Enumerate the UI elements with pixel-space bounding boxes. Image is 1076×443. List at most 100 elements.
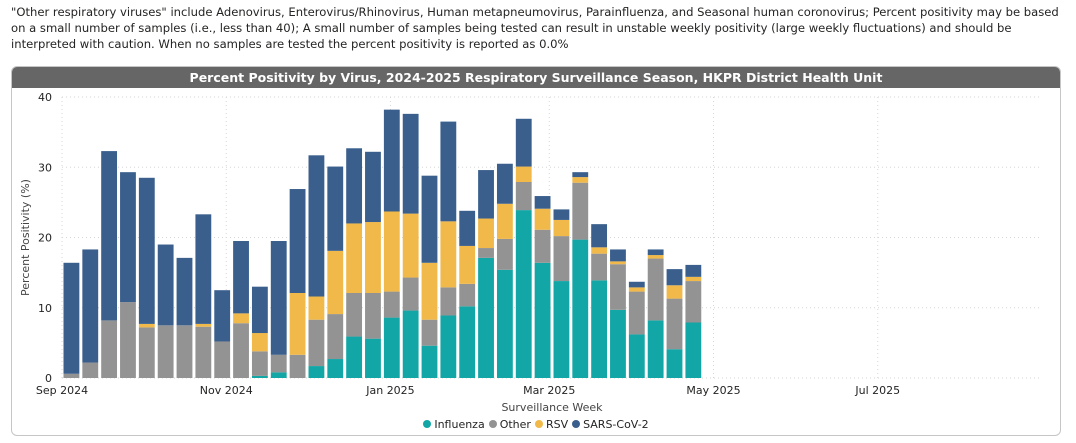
bar-sars-cov-2 [421,175,438,263]
bar-other [346,293,363,337]
bar-rsv [308,296,325,320]
bar-rsv [515,166,532,182]
bar-influenza [591,280,608,378]
legend-item-influenza[interactable]: Influenza [423,418,485,431]
bar-sars-cov-2 [176,257,193,326]
stacked-bar-chart: 0 10 20 30 40 Sep 2024 Nov 2024 Jan 2025 Mar 202… [19,91,1042,414]
bar-rsv [496,203,513,239]
bar-sars-cov-2 [685,264,702,277]
bar-other [214,341,231,378]
bar-other [365,293,381,339]
bar-other [459,283,476,307]
bar-other [233,323,249,378]
bar-other [402,277,419,311]
bar-influenza [572,239,589,378]
bar-other [270,354,287,373]
legend-marker [534,420,543,428]
bar-rsv [591,247,608,254]
legend-item-other[interactable]: Other [488,418,531,431]
legend-marker [488,420,497,428]
bar-rsv [440,221,457,288]
bar-sars-cov-2 [647,249,664,256]
bar-other [82,362,99,378]
bar-sars-cov-2 [402,113,419,214]
bar-rsv [289,293,306,355]
bar-sars-cov-2 [610,249,626,262]
legend-label: Influenza [434,418,485,431]
legend-marker [423,420,432,428]
x-tick-label: Jan 2025 [365,384,414,397]
bar-sars-cov-2 [496,163,513,204]
bar-sars-cov-2 [101,151,118,321]
bar-sars-cov-2 [289,189,306,293]
y-tick-label: 0 [45,372,52,385]
bar-rsv [327,250,344,315]
bar-other [553,236,570,282]
bar-rsv [666,285,683,299]
bar-rsv [195,323,212,327]
y-axis-title: Percent Positivity (%) [19,179,32,296]
bar-influenza [610,309,626,378]
chart-title: Percent Positivity by Virus, 2024-2025 R… [12,67,1060,88]
bar-influenza [478,257,494,378]
bar-rsv [365,222,381,293]
bar-other [572,182,589,240]
bar-sars-cov-2 [251,286,268,334]
bar-influenza [647,320,664,378]
bar-other [421,319,438,346]
x-tick-label: Jul 2025 [854,384,900,397]
legend-item-sars-cov-2[interactable]: SARS-CoV-2 [572,418,649,431]
bar-other [666,298,683,350]
bar-other [383,291,400,318]
bar-influenza [515,210,532,378]
bar-rsv [383,211,400,292]
bar-other [610,264,626,310]
bar-influenza [553,281,570,378]
bar-rsv [421,262,438,320]
bar-influenza [308,366,325,378]
bar-influenza [365,338,381,378]
bar-other [591,253,608,281]
bar-influenza [327,359,344,378]
bar-other [647,258,664,321]
bar-rsv [346,223,363,293]
bar-sars-cov-2 [346,148,363,224]
bar-other [120,302,136,378]
bar-sars-cov-2 [591,224,608,248]
bar-influenza [628,334,645,378]
bar-sars-cov-2 [628,281,645,288]
bar-other [478,248,494,258]
bar-influenza [440,315,457,378]
bar-other [101,320,118,378]
bar-sars-cov-2 [666,269,683,286]
bar-sars-cov-2 [553,209,570,220]
legend-marker [572,420,581,428]
bar-influenza [383,317,400,378]
bar-rsv [628,287,645,292]
legend-item-rsv[interactable]: RSV [534,418,568,431]
bar-influenza [421,345,438,378]
bar-sars-cov-2 [383,109,400,212]
bar-other [628,291,645,335]
legend-label: Other [499,418,531,431]
bar-sars-cov-2 [82,249,99,363]
bar-other [289,354,306,378]
bar-other [515,182,532,211]
bar-influenza [685,322,702,378]
bar-sars-cov-2 [308,155,325,297]
bar-influenza [270,372,287,378]
x-tick-label: May 2025 [686,384,740,397]
bar-sars-cov-2 [63,262,80,374]
bar-rsv [402,213,419,278]
bar-rsv [572,177,589,183]
bar-sars-cov-2 [157,244,174,326]
bar-influenza [496,269,513,378]
chart-panel: Percent Positivity by Virus, 2024-2025 R… [11,66,1061,436]
bar-other [685,281,702,323]
bar-rsv [233,313,249,324]
bar-other [327,314,344,360]
y-tick-label: 10 [38,302,52,315]
bar-influenza [251,375,268,378]
bar-sars-cov-2 [327,166,344,251]
x-tick-label: Sep 2024 [36,384,88,397]
